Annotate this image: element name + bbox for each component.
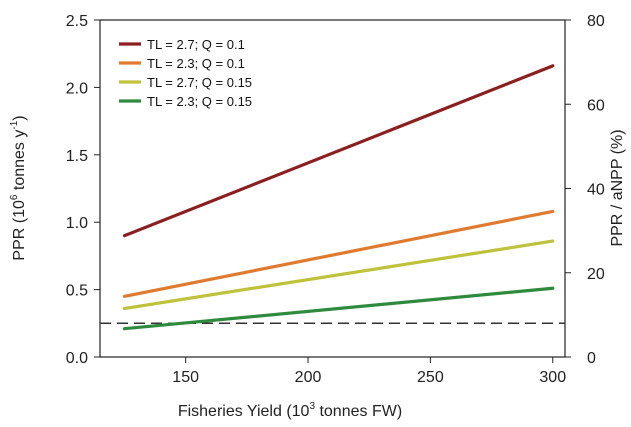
- y-tick-label: 0.0: [66, 350, 88, 367]
- series-layer: [122, 64, 555, 331]
- legend-label: TL = 2.3; Q = 0.15: [147, 94, 252, 109]
- y2-tick-label: 80: [587, 13, 605, 30]
- x-tick-label: 250: [417, 369, 444, 386]
- y2-tick-label: 20: [587, 266, 605, 283]
- y2-axis-title: PPR / aNPP (%): [609, 129, 626, 246]
- x-tick-label: 200: [295, 369, 322, 386]
- series-line-3: [122, 239, 555, 311]
- y2-tick-label: 40: [587, 182, 605, 199]
- y-axis-title: PPR (106 tonnes y-1): [9, 115, 28, 260]
- y-tick-label: 0.5: [66, 283, 88, 300]
- legend-label: TL = 2.7; Q = 0.15: [147, 75, 252, 90]
- series-line-2: [122, 209, 555, 298]
- y-tick-label: 2.5: [66, 13, 88, 30]
- legend: TL = 2.7; Q = 0.1 TL = 2.3; Q = 0.1 TL = 2…: [119, 37, 252, 109]
- legend-label: TL = 2.7; Q = 0.1: [147, 37, 245, 52]
- series-line-4: [122, 286, 555, 331]
- y2-tick-label: 0: [587, 350, 596, 367]
- series-line-1: [122, 64, 555, 238]
- x-tick-label: 300: [539, 369, 566, 386]
- y-tick-label: 1.5: [66, 148, 88, 165]
- y-tick-label: 1.0: [66, 215, 88, 232]
- x-axis: 150 200 250 300: [172, 357, 566, 386]
- legend-label: TL = 2.3; Q = 0.1: [147, 56, 245, 71]
- x-axis-title: Fisheries Yield (103 tonnes FW): [178, 401, 402, 420]
- x-tick-label: 150: [172, 369, 199, 386]
- y2-tick-label: 60: [587, 97, 605, 114]
- y-tick-label: 2.0: [66, 80, 88, 97]
- y-axis-left: 0.0 0.5 1.0 1.5 2.0 2.5: [66, 13, 100, 367]
- y-axis-right: 0 20 40 60 80: [565, 13, 605, 367]
